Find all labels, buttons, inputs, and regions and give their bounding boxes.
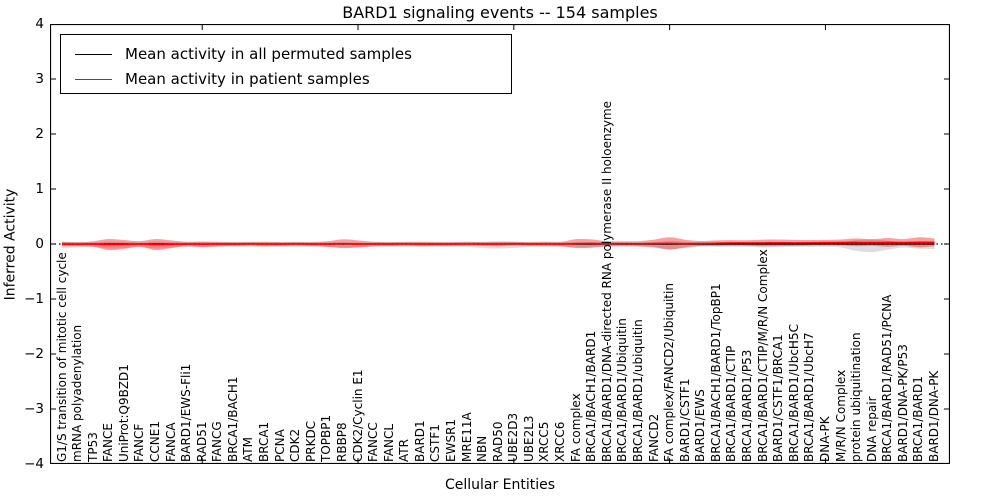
x-tick-label: FANCE [101, 423, 116, 462]
x-tick-label: TP53 [85, 432, 100, 462]
x-tick-label: BRCA1/BACH1 [225, 376, 240, 462]
x-tick-label: UBE2L3 [521, 415, 536, 462]
x-tick-label: BRCA1/BACH1/BARD1 [584, 330, 599, 462]
x-tick-label: FANCG [210, 421, 225, 462]
x-tick-label: FA complex/FANCD2/Ubiquitin [662, 283, 677, 462]
x-tick-label: BARD1/CSTF1/BRCA1 [771, 334, 786, 462]
x-tick-label: BRCA1/BARD1/UbcH5C [786, 324, 801, 462]
legend-item-patient: Mean activity in patient samples [61, 67, 511, 91]
legend-item-permuted: Mean activity in all permuted samples [61, 42, 511, 66]
x-tick-label: EWSR1 [444, 418, 458, 462]
y-tick-label: −2 [24, 346, 44, 362]
x-tick-label: BRCA1/BARD1/UbcH7 [802, 332, 817, 462]
x-tick-label: BARD1/DNA-PK [927, 370, 941, 462]
x-tick-label: PRKDC [303, 420, 318, 462]
x-tick-label: ATM [241, 437, 256, 462]
x-tick-label: BRCA1/BARD1/CTIP/M/R/N Complex [755, 249, 770, 462]
x-tick-label: BARD1/DNA-PK/P53 [895, 344, 910, 462]
x-tick-label: CDK2 [288, 428, 303, 462]
x-tick-label: G1/S transition of mitotic cell cycle [54, 252, 69, 462]
x-tick-label: BRCA1/BARD1/RAD51/PCNA [880, 294, 895, 462]
x-tick-label: BRCA1/BARD1/Ubiquitin [615, 318, 630, 462]
y-tick-label: 1 [35, 181, 44, 197]
legend-label-patient: Mean activity in patient samples [125, 70, 370, 88]
legend-line-black-icon [75, 53, 112, 55]
x-tick-label: BRCA1/BARD1/P53 [740, 349, 755, 462]
y-tick-label: 3 [35, 71, 44, 87]
x-tick-label: RAD51 [194, 421, 209, 462]
y-tick-label: −4 [24, 456, 44, 472]
x-tick-label: RBBP8 [334, 422, 349, 462]
x-tick-label: M/R/N Complex [833, 369, 848, 462]
x-tick-label: BRCA1/BARD1/CTIP [724, 345, 739, 462]
x-tick-label: UniProt:Q9BZD1 [116, 364, 131, 462]
x-tick-label: CCNE1 [147, 421, 162, 462]
x-tick-label: mRNA polyadenylation [70, 324, 85, 462]
x-tick-label: CDK2/Cyclin E1 [350, 369, 365, 462]
y-tick-label: −1 [24, 291, 44, 307]
x-tick-label: XRCC6 [553, 421, 568, 462]
x-tick-label: PCNA [272, 429, 287, 462]
x-tick-label: FANCF [132, 423, 147, 462]
x-tick-label: BARD1/EWS-Fli1 [179, 363, 194, 462]
legend-label-permuted: Mean activity in all permuted samples [125, 45, 412, 63]
x-tick-label: RAD50 [490, 421, 505, 462]
y-tick-label: 4 [35, 16, 44, 32]
x-axis-label: Cellular Entities [444, 477, 556, 493]
x-tick-label: BRCA1/BARD1 [911, 376, 926, 462]
y-tick-label: −3 [24, 401, 44, 417]
x-tick-label: BARD1 [412, 420, 427, 462]
x-tick-label: DNA-PK [817, 416, 832, 462]
y-tick-label: 0 [35, 236, 44, 252]
x-tick-label: FANCD2 [646, 413, 661, 462]
x-tick-label: UBE2D3 [506, 412, 521, 462]
x-tick-label: FA complex [568, 393, 583, 462]
legend-line-red-icon [75, 78, 112, 80]
x-tick-label: BRCA1/BARD1/ubiquitin [630, 319, 645, 462]
x-tick-label: DNA repair [864, 396, 879, 462]
x-tick-label: CSTF1 [428, 424, 443, 462]
x-tick-label: BARD1/EWS [693, 389, 708, 462]
x-tick-label: FANCC [366, 422, 381, 462]
y-tick-label: 2 [35, 126, 44, 142]
x-tick-label: BRCA1/BACH1/BARD1/TopBP1 [708, 283, 723, 462]
x-tick-label: BRCA1/BARD1/DNA-directed RNA polymerase … [599, 100, 614, 462]
legend: Mean activity in all permuted samples Me… [60, 34, 512, 94]
x-tick-label: MRE11A [459, 412, 474, 462]
chart-title: BARD1 signaling events -- 154 samples [342, 3, 658, 22]
plot-area [50, 24, 950, 464]
x-tick-label: TOPBP1 [319, 414, 334, 462]
x-tick-label: ATR [397, 439, 412, 462]
x-tick-label: NBN [475, 435, 490, 462]
x-tick-label: BRCA1 [257, 421, 272, 462]
x-tick-label: protein ubiquitination [849, 332, 864, 462]
x-tick-label: BARD1/CSTF1 [677, 378, 692, 462]
x-tick-label: XRCC5 [537, 421, 552, 462]
x-tick-label: FANCL [381, 423, 396, 462]
x-tick-label: FANCA [163, 422, 178, 462]
